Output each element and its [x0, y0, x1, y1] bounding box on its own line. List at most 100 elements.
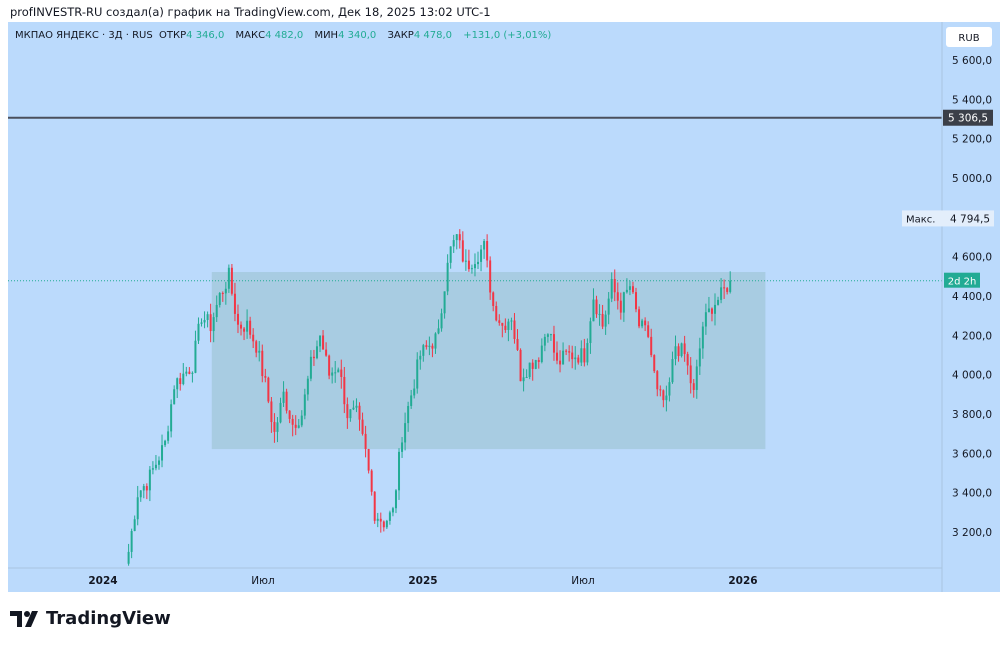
candle-body	[258, 350, 261, 353]
candle-body	[182, 373, 185, 385]
candle-body	[355, 405, 358, 408]
candle-body	[306, 378, 309, 395]
candle-body	[291, 418, 294, 425]
currency-label: RUB	[958, 33, 979, 44]
time-tick-label: 2026	[728, 575, 757, 587]
candle-body	[592, 299, 595, 322]
countdown-badge	[944, 272, 980, 288]
candle-body	[650, 336, 653, 356]
candle-body	[303, 394, 306, 416]
price-tick-label: 4 400,0	[952, 291, 992, 303]
candle-body	[422, 345, 425, 356]
candle-body	[656, 371, 659, 390]
candle-body	[282, 391, 285, 403]
tradingview-logo-icon	[10, 610, 38, 627]
candle-body	[595, 299, 598, 315]
candle-body	[659, 389, 662, 391]
candle-body	[346, 404, 349, 419]
candle-body	[625, 289, 628, 293]
countdown-label: 2d 2h	[948, 277, 977, 288]
candle-body	[683, 343, 686, 355]
candle-body	[294, 424, 297, 428]
candle-body	[264, 376, 267, 378]
candle-body	[428, 345, 431, 347]
candle-body	[522, 377, 525, 382]
candle-body	[701, 326, 704, 349]
candle-body	[580, 348, 583, 363]
candle-body	[154, 464, 157, 469]
candle-body	[589, 321, 592, 344]
candle-body	[142, 486, 145, 491]
candle-body	[598, 313, 601, 315]
candle-body	[185, 371, 188, 374]
candle-body	[477, 261, 480, 265]
candle-body	[559, 360, 562, 365]
price-tick-label: 4 000,0	[952, 370, 992, 382]
high-value: 4 482,0	[265, 30, 304, 41]
symbol-name[interactable]: МКПАО ЯНДЕКС · 3Д · RUS	[15, 30, 153, 41]
candle-body	[385, 520, 388, 528]
price-tick-label: 5 600,0	[952, 55, 992, 67]
candle-body	[437, 328, 440, 334]
candle-body	[692, 383, 695, 390]
candle-body	[562, 350, 565, 365]
candle-body	[328, 355, 331, 376]
candle-body	[127, 551, 130, 564]
candle-body	[361, 419, 364, 434]
candle-body	[638, 309, 641, 327]
candle-body	[325, 349, 328, 356]
candle-body	[440, 313, 443, 329]
candle-body	[203, 319, 206, 323]
candle-body	[467, 260, 470, 270]
candle-body	[267, 377, 270, 402]
candle-body	[458, 234, 461, 241]
candle-body	[653, 355, 656, 372]
candle-body	[525, 376, 528, 378]
candle-body	[492, 292, 495, 306]
range-rectangle	[211, 272, 766, 450]
candle-body	[720, 287, 723, 300]
candle-body	[145, 486, 148, 491]
max-marker-label: Макс.	[906, 214, 935, 225]
candle-body	[480, 249, 483, 262]
candle-body	[358, 405, 361, 420]
candlestick-chart[interactable]: 5 600,0 5 400,0 5 200,0 5 000,0 4 600,0 4 400…	[8, 22, 1000, 592]
candle-body	[680, 343, 683, 357]
chart-area[interactable]: 5 600,0 5 400,0 5 200,0 5 000,0 4 600,0 4 400…	[8, 22, 1000, 592]
candle-body	[194, 340, 197, 373]
candle-body	[224, 288, 227, 294]
candle-body	[613, 279, 616, 293]
candle-body	[300, 415, 303, 426]
candle-body	[364, 433, 367, 450]
price-tick-label: 5 200,0	[952, 134, 992, 146]
candle-body	[726, 288, 729, 292]
candle-body	[309, 356, 312, 379]
candle-body	[546, 334, 549, 337]
candle-body	[619, 300, 622, 313]
candle-body	[312, 356, 315, 359]
candle-body	[240, 324, 243, 329]
price-tick-label: 4 600,0	[952, 252, 992, 264]
candle-body	[382, 521, 385, 528]
candle-body	[334, 372, 337, 374]
candle-body	[455, 234, 458, 241]
candle-body	[604, 314, 607, 327]
candle-body	[540, 345, 543, 362]
candle-body	[233, 293, 236, 314]
close-value: 4 478,0	[413, 30, 452, 41]
price-tick-label: 5 000,0	[952, 173, 992, 185]
candle-body	[607, 298, 610, 315]
candle-body	[534, 360, 537, 369]
candle-body	[179, 378, 182, 385]
candle-body	[644, 320, 647, 326]
candle-body	[714, 304, 717, 314]
candle-body	[729, 280, 732, 292]
symbol-legend: МКПАО ЯНДЕКС · 3Д · RUS ОТКР4 346,0 МАКС…	[15, 30, 559, 41]
candle-body	[373, 491, 376, 521]
candle-body	[176, 378, 179, 390]
candle-body	[707, 308, 710, 313]
price-tick-label: 3 600,0	[952, 448, 992, 460]
candle-body	[379, 518, 382, 522]
candle-body	[665, 395, 668, 401]
tradingview-logo[interactable]: TradingView	[10, 608, 171, 629]
